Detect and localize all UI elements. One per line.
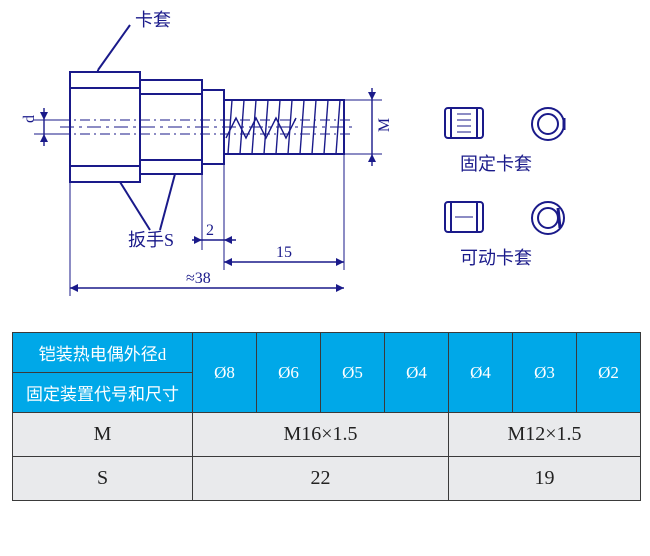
table-header-row-1: 铠装热电偶外径d Ø8 Ø6 Ø5 Ø4 Ø4 Ø3 Ø2 [13, 333, 641, 373]
label-fixed-sleeve: 固定卡套 [460, 150, 532, 176]
cell-S-g1: 22 [193, 457, 449, 501]
label-sleeve: 卡套 [135, 6, 171, 32]
cell-M-g1: M16×1.5 [193, 413, 449, 457]
row-label-M: M [13, 413, 193, 457]
dim-15: 15 [276, 244, 292, 262]
cell-M-g2: M12×1.5 [449, 413, 641, 457]
hdr-d4a: Ø4 [385, 333, 449, 413]
hdr-d3: Ø3 [513, 333, 577, 413]
table-row-M: M M16×1.5 M12×1.5 [13, 413, 641, 457]
label-wrench: 扳手S [128, 226, 174, 252]
hdr-left-bottom: 固定装置代号和尺寸 [13, 373, 193, 413]
hdr-d5: Ø5 [321, 333, 385, 413]
hdr-d2: Ø2 [577, 333, 641, 413]
fitting-drawing [0, 0, 650, 320]
cell-S-g2: 19 [449, 457, 641, 501]
dim-M: M [376, 118, 394, 132]
dim-d: d [21, 115, 39, 123]
hdr-d6: Ø6 [257, 333, 321, 413]
hdr-d8: Ø8 [193, 333, 257, 413]
row-label-S: S [13, 457, 193, 501]
dim-38: ≈38 [186, 270, 211, 288]
spec-table: 铠装热电偶外径d Ø8 Ø6 Ø5 Ø4 Ø4 Ø3 Ø2 固定装置代号和尺寸 … [12, 332, 640, 501]
dim-2: 2 [206, 222, 214, 240]
engineering-diagram: 卡套 扳手S 固定卡套 可动卡套 d M 2 15 ≈38 [0, 0, 650, 320]
hdr-left-top: 铠装热电偶外径d [13, 333, 193, 373]
label-movable-sleeve: 可动卡套 [460, 244, 532, 270]
table-row-S: S 22 19 [13, 457, 641, 501]
dimensions-table: 铠装热电偶外径d Ø8 Ø6 Ø5 Ø4 Ø4 Ø3 Ø2 固定装置代号和尺寸 … [12, 332, 641, 501]
hdr-d4b: Ø4 [449, 333, 513, 413]
